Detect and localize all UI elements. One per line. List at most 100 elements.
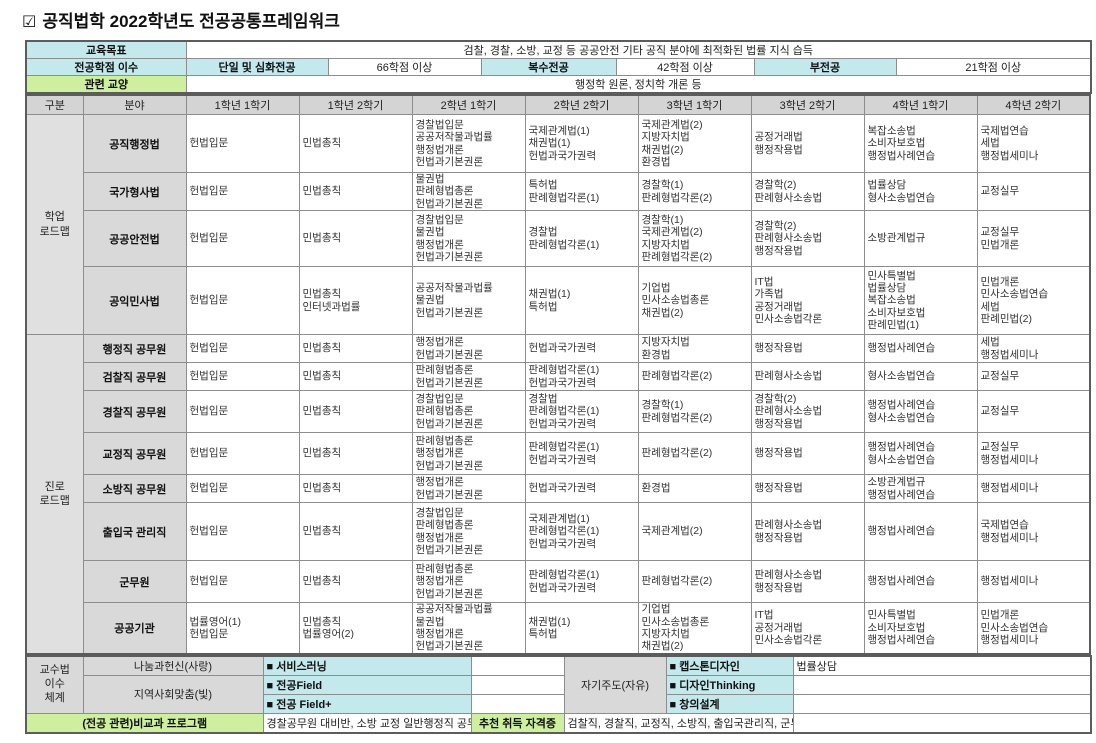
curriculum-row: 공익민사법 헌법입문 민법총칙 인터넷과법률 공공저작물과법률 물권법 헌법과기본권론 채권법… xyxy=(26,266,1091,336)
course-name: 교정실무 xyxy=(980,405,1020,418)
column-header: 2학년 1학기 xyxy=(411,94,526,115)
course-name: 경찰학(1) xyxy=(641,213,684,226)
course-cell: 헌법과국가권력 xyxy=(524,474,639,504)
course-name: 채권법(1) xyxy=(528,137,571,150)
course-name: 헌법과국가권력 xyxy=(528,342,597,355)
course-name: 판례형법각론(2) xyxy=(641,575,713,588)
course-name: 판례형법총론 xyxy=(415,364,474,377)
course-name: 환경법 xyxy=(641,482,671,495)
course-name: 헌법입문 xyxy=(189,575,229,588)
tables-wrapper: 교육목표 검찰, 경찰, 소방, 교정 등 공공안전 기타 공직 분야에 최적화… xyxy=(25,40,1093,734)
extracurricular-value: 경찰공무원 대비반, 소방 교정 일반행정직 공무원 대비반 xyxy=(262,712,472,734)
course-name: 행정법세미나 xyxy=(980,348,1039,361)
course-name: 형사소송법연습 xyxy=(867,453,936,466)
course-cell: 헌법과국가권력 xyxy=(524,334,639,364)
course-name: 지방자치법 xyxy=(641,131,690,144)
course-name: 행정작용법 xyxy=(754,342,803,355)
course-name: 행정법개론 xyxy=(415,238,464,251)
course-name: 지방자치법 xyxy=(641,336,690,349)
course-name: 특허법 xyxy=(528,627,558,640)
course-name: 국제관계법(2) xyxy=(641,118,703,131)
course-name: 민법총칙 xyxy=(302,575,342,588)
program-note: 법률상담 xyxy=(792,655,1092,676)
course-name: 지방자치법 xyxy=(641,627,690,640)
curriculum-body: 학업 로드맵 공직행정법 헌법입문 민법총칙 경찰법입문 공공저작물과법률 행정법개론 헌법과기… xyxy=(25,113,1091,655)
course-cell: 기업법 민사소송법총론 채권법(2) xyxy=(637,266,752,336)
course-cell: 판례형사소송법 행정작용법 xyxy=(750,502,865,562)
course-cell: 경찰학(1) 판례형법각론(2) xyxy=(637,171,752,212)
course-name: 경찰학(2) xyxy=(754,393,797,406)
course-name: 행정법개론 xyxy=(415,476,464,489)
course-name: 교정실무 xyxy=(980,370,1020,383)
course-name: 특허법 xyxy=(528,179,558,192)
course-name: 헌법입문 xyxy=(189,232,229,245)
course-name: 물권법 xyxy=(415,615,445,628)
column-header: 3학년 2학기 xyxy=(750,94,865,115)
course-cell: 공공저작물과법률 물권법 행정법개론 헌법과기본권론 xyxy=(411,602,526,655)
goal-label: 교육목표 xyxy=(25,40,187,59)
course-cell: 공정거래법 행정작용법 xyxy=(750,114,865,173)
course-cell: 민법총칙 xyxy=(298,362,413,392)
course-cell: 국제관계법(2) 지방자치법 채권법(2) 환경법 xyxy=(637,114,752,173)
course-cell: 교정실무 xyxy=(976,390,1091,434)
summary-table: 교육목표 검찰, 경찰, 소방, 교정 등 공공안전 기타 공직 분야에 최적화… xyxy=(25,40,1093,94)
course-name: 행정법개론 xyxy=(415,336,464,349)
course-name: 헌법과국가권력 xyxy=(528,149,597,162)
course-name: 소비자보호법 xyxy=(867,621,926,634)
course-name: 헌법과기본권론 xyxy=(415,197,484,210)
course-cell: 민법총칙 xyxy=(298,390,413,434)
credit-type: 복수전공 xyxy=(480,58,617,76)
course-name: 인터넷과법률 xyxy=(302,300,361,313)
empty-cell xyxy=(792,693,1092,714)
course-name: 교정실무 xyxy=(980,441,1020,454)
course-cell: 헌법입문 xyxy=(185,560,300,604)
field-label: 공익민사법 xyxy=(82,266,187,336)
course-name: 가족법 xyxy=(754,288,784,301)
course-name: 민법총칙 xyxy=(302,615,342,628)
course-name: 국제법연습 xyxy=(980,519,1029,532)
course-cell: 경찰학(2) 판례형사소송법 행정작용법 xyxy=(750,210,865,268)
course-name: 공정거래법 xyxy=(754,300,803,313)
column-header: 1학년 2학기 xyxy=(298,94,413,115)
empty-cell xyxy=(470,655,565,676)
column-header: 구분 xyxy=(25,94,84,115)
course-cell: 경찰법입문 공공저작물과법률 행정법개론 헌법과기본권론 xyxy=(411,114,526,173)
roadmap-group-label: 학업 로드맵 xyxy=(25,113,84,336)
course-cell: 판례형법각론(1) 헌법과국가권력 xyxy=(524,432,639,476)
course-cell: 판례형법각론(2) xyxy=(637,362,752,392)
course-cell: 행정법개론 헌법과기본권론 xyxy=(411,334,526,364)
course-name: 헌법과기본권론 xyxy=(415,348,484,361)
course-name: 민사소송법각론 xyxy=(754,313,823,325)
course-cell: 판례형법각론(2) xyxy=(637,560,752,604)
course-cell: 민법총칙 xyxy=(298,432,413,476)
course-name: 형사소송법연습 xyxy=(867,411,936,424)
course-name: 행정법개론 xyxy=(415,627,464,640)
course-name: 헌법과기본권론 xyxy=(415,251,484,263)
course-cell: IT법 가족법 공정거래법 민사소송법각론 xyxy=(750,266,865,336)
program-item: ■ 창의설계 xyxy=(665,693,794,714)
course-name: 경찰학(2) xyxy=(754,179,797,192)
course-name: 민사소송법각론 xyxy=(754,634,823,647)
course-name: 행정작용법 xyxy=(754,244,803,257)
teaching-system-table: 교수법 이수 체계 나눔과헌신(사랑) ■ 서비스러닝 자기주도(자유) ■ 캡… xyxy=(25,654,1092,734)
course-cell: 채권법(1) 특허법 xyxy=(524,266,639,336)
course-name: 채권법(2) xyxy=(641,306,684,319)
field-label: 출입국 관리직 xyxy=(82,502,187,562)
course-name: 민법개론 xyxy=(980,609,1020,622)
course-name: 행정법개론 xyxy=(415,143,464,156)
field-label: 공직행정법 xyxy=(82,114,187,173)
course-name: 판례형법각론(1) xyxy=(528,525,600,538)
course-cell: 헌법입문 xyxy=(185,432,300,476)
course-name: 민법개론 xyxy=(980,238,1020,251)
course-name: 공공저작물과법률 xyxy=(415,131,493,144)
course-name: 경찰학(1) xyxy=(641,179,684,192)
course-cell: 행정법사례연습 xyxy=(863,560,978,604)
course-cell: 경찰학(1) 국제관계법(2) 지방자치법 판례형법각론(2) xyxy=(637,210,752,268)
course-name: 행정법세미나 xyxy=(980,575,1039,588)
course-cell: 행정법사례연습 형사소송법연습 xyxy=(863,432,978,476)
course-name: 복잡소송법 xyxy=(867,294,916,307)
course-name: 민법총칙 xyxy=(302,342,342,355)
column-header: 4학년 1학기 xyxy=(863,94,978,115)
course-name: 헌법과기본권론 xyxy=(415,376,484,389)
course-cell: 행정법사례연습 형사소송법연습 xyxy=(863,390,978,434)
